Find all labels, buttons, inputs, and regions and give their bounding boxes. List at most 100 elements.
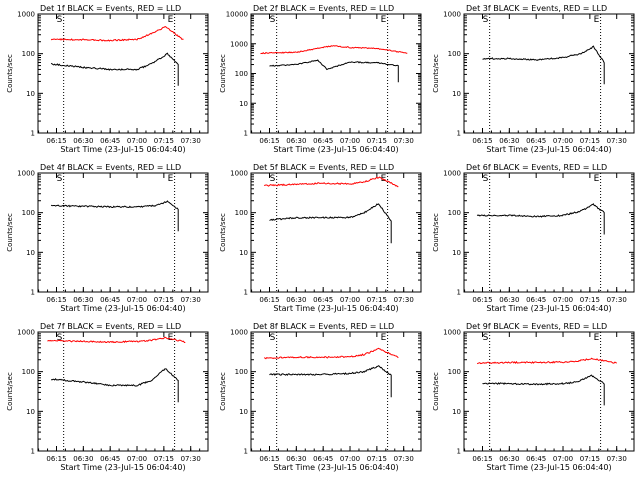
x-tick-label: 06:15 <box>46 137 66 145</box>
y-tick-label: 10 <box>239 100 248 108</box>
y-tick-label: 10 <box>26 249 35 257</box>
panel-title: Det 9f BLACK = Events, RED = LLD <box>466 322 607 331</box>
x-tick-label: 06:45 <box>100 455 120 463</box>
x-axis-label: Start Time (23-Jul-15 06:04:40) <box>60 145 185 154</box>
y-axis-label: Counts/sec <box>432 213 440 252</box>
panel-title: Det 7f BLACK = Events, RED = LLD <box>40 322 181 331</box>
x-tick-label: 07:15 <box>580 455 600 463</box>
x-tick-label: 06:15 <box>472 455 492 463</box>
y-tick-label: 1000 <box>230 40 248 48</box>
plot-frame <box>37 13 209 134</box>
y-tick-label: 100 <box>448 209 461 217</box>
series-line <box>269 203 392 244</box>
x-tick-label: 07:00 <box>340 455 360 463</box>
series-line <box>50 26 184 42</box>
x-tick-label: 07:00 <box>340 137 360 145</box>
y-tick-label: 10 <box>452 90 461 98</box>
x-axis-label: Start Time (23-Jul-15 06:04:40) <box>486 463 611 472</box>
x-tick-label: 06:30 <box>499 296 519 304</box>
x-tick-label: 07:00 <box>127 137 147 145</box>
x-tick-label: 07:30 <box>394 137 414 145</box>
series-line <box>476 203 605 235</box>
x-tick-label: 06:45 <box>526 455 546 463</box>
end-marker-label: E <box>381 333 387 343</box>
x-tick-label: 07:15 <box>367 296 387 304</box>
panel-title: Det 2f BLACK = Events, RED = LLD <box>253 4 394 13</box>
y-axis-label: Counts/sec <box>6 213 14 252</box>
series-line <box>263 176 399 188</box>
plot-frame <box>250 13 422 134</box>
detector-panel: Det 8f BLACK = Events, RED = LLD 1 10 100 10… <box>219 322 422 472</box>
end-marker-label: E <box>168 174 174 184</box>
x-tick-label: 07:15 <box>367 455 387 463</box>
series-line <box>482 45 605 85</box>
y-tick-label: 1 <box>244 448 248 456</box>
end-marker-label: E <box>168 333 174 343</box>
x-tick-label: 06:45 <box>313 296 333 304</box>
x-tick-label: 06:45 <box>100 296 120 304</box>
end-marker-label: E <box>168 15 174 25</box>
x-tick-label: 07:00 <box>340 296 360 304</box>
panel-title: Det 5f BLACK = Events, RED = LLD <box>253 163 394 172</box>
x-tick-label: 07:15 <box>580 137 600 145</box>
x-tick-label: 06:30 <box>286 137 306 145</box>
x-tick-label: 07:30 <box>607 137 627 145</box>
series-line <box>260 45 408 55</box>
end-marker-label: E <box>594 15 600 25</box>
x-tick-label: 07:15 <box>154 137 174 145</box>
x-tick-label: 06:45 <box>313 137 333 145</box>
x-tick-label: 06:15 <box>259 296 279 304</box>
end-marker-label: E <box>594 333 600 343</box>
detector-panel: Det 6f BLACK = Events, RED = LLD 1 10 100 10… <box>432 163 635 313</box>
x-tick-label: 07:15 <box>154 455 174 463</box>
x-tick-label: 06:15 <box>46 296 66 304</box>
plot-frame <box>37 331 209 452</box>
start-marker-label: S <box>57 333 63 343</box>
x-tick-label: 06:30 <box>73 137 93 145</box>
y-tick-label: 10 <box>239 249 248 257</box>
y-tick-label: 1000 <box>230 329 248 337</box>
x-tick-label: 07:00 <box>127 296 147 304</box>
y-axis-label: Counts/sec <box>219 372 227 411</box>
detector-panel: Det 9f BLACK = Events, RED = LLD 1 10 100 10… <box>432 322 635 472</box>
series-line <box>50 368 179 403</box>
y-tick-label: 1 <box>31 130 35 138</box>
y-tick-label: 10 <box>452 408 461 416</box>
x-axis-label: Start Time (23-Jul-15 06:04:40) <box>486 145 611 154</box>
x-tick-label: 07:30 <box>607 296 627 304</box>
plot-frame <box>463 13 635 134</box>
x-tick-label: 07:15 <box>580 296 600 304</box>
y-tick-label: 100 <box>235 368 248 376</box>
y-axis-label: Counts/sec <box>219 213 227 252</box>
x-tick-label: 07:30 <box>394 455 414 463</box>
y-tick-label: 10 <box>239 408 248 416</box>
x-tick-label: 07:00 <box>127 455 147 463</box>
plot-frame <box>250 172 422 293</box>
x-tick-label: 06:30 <box>73 455 93 463</box>
detector-panel: Det 1f BLACK = Events, RED = LLD 1 10 100 10… <box>6 4 209 154</box>
detector-panel: Det 5f BLACK = Events, RED = LLD 1 10 100 10… <box>219 163 422 313</box>
y-tick-label: 100 <box>235 70 248 78</box>
y-tick-label: 1 <box>31 448 35 456</box>
y-tick-label: 100 <box>235 209 248 217</box>
x-tick-label: 07:30 <box>394 296 414 304</box>
y-tick-label: 1000 <box>17 329 35 337</box>
x-axis-label: Start Time (23-Jul-15 06:04:40) <box>273 145 398 154</box>
start-marker-label: S <box>57 174 63 184</box>
y-tick-label: 1 <box>457 289 461 297</box>
series-line <box>482 374 605 406</box>
plot-frame <box>37 172 209 293</box>
x-tick-label: 06:45 <box>526 137 546 145</box>
detector-panel: Det 2f BLACK = Events, RED = LLD 1 10 100 10… <box>219 4 422 154</box>
series-line <box>263 347 399 360</box>
x-axis-label: Start Time (23-Jul-15 06:04:40) <box>273 304 398 313</box>
y-tick-label: 1000 <box>17 170 35 178</box>
x-tick-label: 07:15 <box>154 296 174 304</box>
y-tick-label: 100 <box>22 368 35 376</box>
y-tick-label: 1000 <box>443 170 461 178</box>
y-axis-label: Counts/sec <box>6 372 14 411</box>
x-tick-label: 06:15 <box>259 137 279 145</box>
y-tick-label: 100 <box>448 50 461 58</box>
y-tick-label: 1 <box>457 130 461 138</box>
